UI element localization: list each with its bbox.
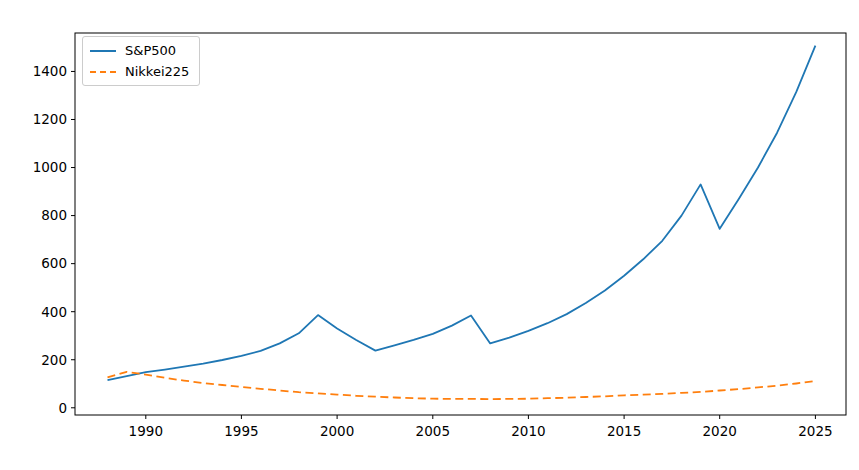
x-tick-label: 2015	[607, 423, 641, 439]
x-tick-label: 2020	[703, 423, 737, 439]
y-tick-label: 800	[41, 207, 67, 223]
y-tick-label: 1000	[33, 159, 67, 175]
plot-frame	[75, 33, 846, 415]
legend-label-nikkei225: Nikkei225	[125, 63, 189, 80]
x-tick-label: 2010	[511, 423, 545, 439]
series-line-nikkei225	[108, 372, 816, 399]
sp500-line-sample-icon	[90, 50, 116, 52]
legend-item-nikkei225: Nikkei225	[90, 63, 189, 80]
y-tick-label: 1200	[33, 111, 67, 127]
nikkei225-line-sample-icon	[90, 71, 116, 73]
x-tick-label: 2005	[416, 423, 450, 439]
y-tick-label: 600	[41, 255, 67, 271]
y-tick-label: 0	[58, 400, 67, 416]
y-tick-label: 200	[41, 352, 67, 368]
x-tick-label: 2000	[320, 423, 354, 439]
legend-item-sp500: S&P500	[90, 42, 189, 59]
series-line-sp500	[108, 46, 816, 381]
legend-label-sp500: S&P500	[125, 42, 176, 59]
x-tick-label: 1990	[129, 423, 163, 439]
y-tick-label: 400	[41, 304, 67, 320]
legend: S&P500 Nikkei225	[82, 36, 200, 86]
chart-figure: 1990 1995 2000 2005 2010 2015 2020 2025 0 200 400 6…	[0, 0, 859, 470]
x-tick-label: 1995	[224, 423, 258, 439]
x-axis: 1990 1995 2000 2005 2010 2015 2020 2025	[129, 415, 833, 439]
y-tick-label: 1400	[33, 63, 67, 79]
y-axis: 0 200 400 600 800 1000 1200 1400	[33, 63, 75, 415]
x-tick-label: 2025	[798, 423, 832, 439]
